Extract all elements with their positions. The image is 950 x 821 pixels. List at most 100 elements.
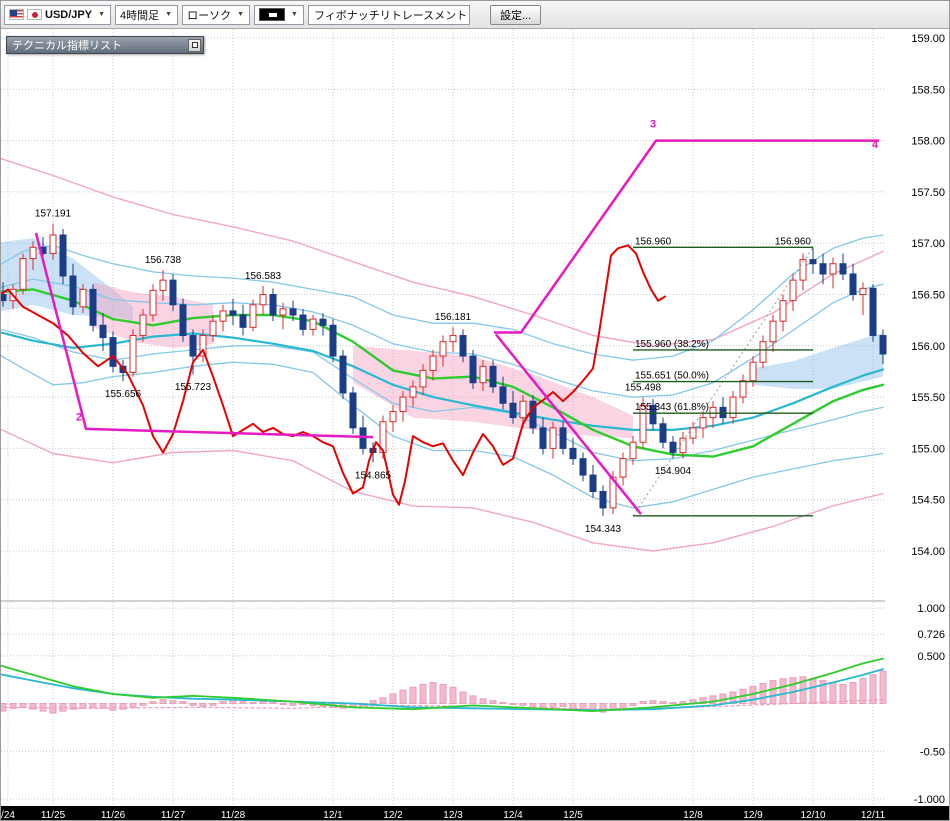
svg-text:155.723: 155.723 <box>175 382 212 393</box>
histogram-bar <box>169 700 177 705</box>
candlestick <box>419 364 427 396</box>
candlestick <box>599 485 607 516</box>
candlestick <box>879 329 887 365</box>
histogram-bar <box>399 689 407 705</box>
color-style-select[interactable]: ▼ <box>254 4 304 25</box>
candlestick <box>69 263 77 316</box>
restore-icon <box>191 42 198 48</box>
candlestick <box>659 417 667 449</box>
candlestick <box>299 308 307 336</box>
histogram-bar <box>99 703 107 709</box>
svg-text:/24: /24 <box>1 810 15 821</box>
svg-text:154.00: 154.00 <box>911 546 945 558</box>
bollinger-lower-1 <box>1 328 884 462</box>
svg-text:156.181: 156.181 <box>435 312 472 323</box>
candlestick <box>669 436 677 459</box>
candlestick <box>539 417 547 455</box>
candlestick <box>319 312 327 336</box>
settings-button[interactable]: 設定... <box>489 4 542 25</box>
svg-text:157.191: 157.191 <box>35 209 72 220</box>
svg-text:155.50: 155.50 <box>911 392 945 404</box>
svg-text:11/26: 11/26 <box>101 810 126 821</box>
candlestick <box>209 315 217 342</box>
indicator-lines-layer <box>1 157 885 552</box>
histogram-bar <box>289 703 297 706</box>
histogram-bar <box>139 703 147 706</box>
svg-text:155.498: 155.498 <box>625 382 662 393</box>
candlestick <box>89 284 97 332</box>
svg-text:12/10: 12/10 <box>800 810 825 821</box>
candlestick <box>249 299 257 332</box>
candlestick <box>559 421 567 455</box>
histogram-bar <box>219 701 227 705</box>
histogram-bar <box>699 697 707 705</box>
histogram-bar <box>119 703 127 710</box>
oscillator-panel <box>1 600 887 714</box>
candlestick <box>289 300 297 322</box>
histogram-bar <box>599 703 607 713</box>
grid-layer <box>1 29 885 806</box>
svg-text:157.00: 157.00 <box>911 238 945 250</box>
candlestick <box>779 294 787 332</box>
drawn-trendline <box>494 139 879 334</box>
candlestick <box>279 302 287 330</box>
candlestick <box>819 253 827 285</box>
candlestick <box>739 374 747 404</box>
histogram-bar <box>199 703 207 707</box>
drawing-tool-field[interactable]: フィボナッチリトレースメント <box>307 4 470 25</box>
timeframe-select[interactable]: 4時間足 ▼ <box>115 4 179 25</box>
candlestick <box>439 335 447 367</box>
candlestick <box>469 349 477 389</box>
svg-text:-0.50: -0.50 <box>920 746 945 758</box>
histogram-bar <box>389 693 397 705</box>
histogram-bar <box>559 703 567 707</box>
chevron-down-icon: ▼ <box>165 10 173 18</box>
histogram-bar <box>149 701 157 705</box>
chart-type-label: ローソク <box>187 9 232 22</box>
candlestick <box>309 315 317 336</box>
candlestick <box>549 421 557 459</box>
candlestick <box>179 298 187 342</box>
histogram-bar <box>769 680 777 705</box>
histogram-bar <box>249 702 257 705</box>
candlestick <box>829 257 837 289</box>
candlestick <box>689 421 697 445</box>
candlestick <box>729 390 737 424</box>
candlestick <box>569 438 577 465</box>
candlestick <box>799 253 807 291</box>
candlestick <box>639 397 647 449</box>
svg-text:158.50: 158.50 <box>911 84 945 96</box>
bollinger-upper-2 <box>1 234 884 361</box>
symbol-select[interactable]: USD/JPY ▼ <box>4 4 112 25</box>
color-swatch-icon <box>259 8 286 21</box>
svg-text:157.50: 157.50 <box>911 187 945 199</box>
histogram-bar <box>89 703 97 708</box>
oscillator-green <box>1 657 884 712</box>
chevron-down-icon: ▼ <box>98 10 106 18</box>
panel-restore-button[interactable] <box>188 38 201 52</box>
indicator-list-panel-titlebar[interactable]: テクニカル指標リスト <box>6 36 204 54</box>
candlestick <box>49 223 57 260</box>
histogram-bar <box>529 703 537 707</box>
chikou-span-red <box>1 244 666 506</box>
histogram-bar <box>869 674 877 704</box>
svg-text:154.50: 154.50 <box>911 495 945 507</box>
us-flag-icon <box>9 9 24 20</box>
indicator-list-panel-title: テクニカル指標リスト <box>12 40 122 52</box>
histogram-bar <box>809 678 817 704</box>
svg-text:12/4: 12/4 <box>503 810 523 821</box>
histogram-bar <box>409 686 417 705</box>
chikou-span-layer <box>1 244 666 506</box>
svg-text:12/11: 12/11 <box>861 810 886 821</box>
candlestick <box>849 263 857 301</box>
candlestick <box>139 308 147 342</box>
candlestick <box>869 284 877 342</box>
candlestick <box>589 464 597 498</box>
candlestick <box>29 241 37 270</box>
histogram-bar <box>369 700 377 705</box>
histogram-bar <box>779 678 787 704</box>
histogram-bar <box>239 701 247 705</box>
chart-type-select[interactable]: ローソク ▼ <box>182 4 251 25</box>
